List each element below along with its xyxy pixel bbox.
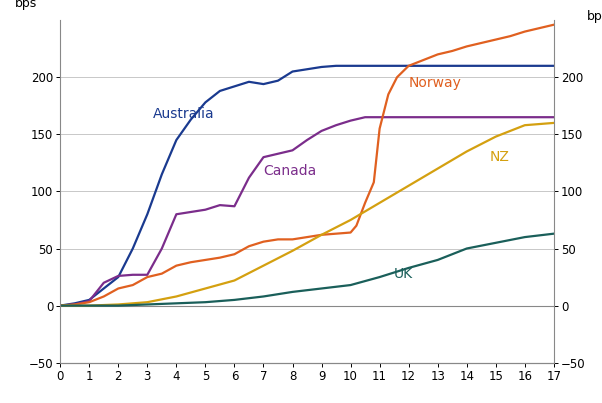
Text: Norway: Norway — [409, 76, 462, 90]
Y-axis label: bps: bps — [587, 10, 602, 23]
Text: UK: UK — [394, 267, 413, 280]
Y-axis label: bps: bps — [14, 0, 37, 10]
Text: Canada: Canada — [264, 164, 317, 178]
Text: NZ: NZ — [490, 150, 510, 164]
Text: Australia: Australia — [153, 107, 215, 121]
